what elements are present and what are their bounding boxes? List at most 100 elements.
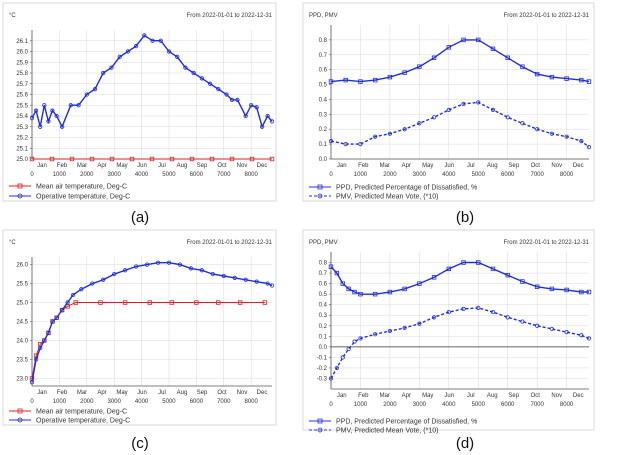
month-label: Jan <box>337 393 347 399</box>
data-point <box>42 103 47 108</box>
x-tick-label: 2000 <box>383 402 397 408</box>
data-point <box>520 279 525 284</box>
data-point <box>46 330 51 335</box>
month-label: Aug <box>487 393 498 399</box>
month-label: Apr <box>402 393 411 399</box>
data-point <box>232 275 237 280</box>
data-point <box>520 319 525 324</box>
unit-label: °C <box>9 240 16 246</box>
y-tick-label: 26.0 <box>16 263 28 269</box>
data-point <box>417 64 422 69</box>
data-point <box>229 97 235 102</box>
chart-panel-a: From 2022-01-01 to 2022-12-31 °C 25.0 25.1 2… <box>2 2 277 226</box>
month-label: Nov <box>551 163 562 169</box>
data-point <box>490 107 496 112</box>
month-label: Apr <box>97 390 106 396</box>
data-point <box>129 156 135 162</box>
month-label: Oct <box>531 393 541 399</box>
data-point <box>340 355 345 360</box>
series-line-2 <box>31 262 273 383</box>
data-point <box>149 156 155 162</box>
month-label: Mar <box>77 163 87 169</box>
data-point <box>221 273 226 279</box>
data-point <box>461 260 466 265</box>
data-point <box>123 268 128 273</box>
data-point <box>38 124 43 129</box>
data-point <box>194 300 199 305</box>
data-point <box>229 156 235 162</box>
month-label: Jan <box>37 390 47 396</box>
x-tick-label: 7000 <box>217 172 231 178</box>
data-point <box>476 305 481 310</box>
data-point <box>166 49 172 54</box>
data-point <box>334 270 340 276</box>
data-point <box>38 345 43 351</box>
month-label: May <box>422 163 433 169</box>
data-point <box>461 306 466 312</box>
month-label: Jun <box>444 163 454 169</box>
y-tick-label: 0.1 <box>319 142 328 148</box>
legend-marker <box>317 418 323 424</box>
month-label: Aug <box>177 390 188 396</box>
month-label: Aug <box>177 163 188 169</box>
data-point <box>134 44 139 49</box>
data-point <box>34 108 39 113</box>
data-point <box>446 266 452 272</box>
series-line-2 <box>330 307 590 379</box>
data-point <box>98 300 103 305</box>
y-tick-label: 0.2 <box>319 127 328 133</box>
data-point <box>262 300 268 305</box>
data-point <box>60 308 65 313</box>
data-point <box>417 321 422 326</box>
data-point <box>535 323 540 328</box>
month-label: Dec <box>573 393 584 399</box>
chart-title: From 2022-01-01 to 2022-12-31 <box>187 13 273 19</box>
legend-marker <box>317 427 323 433</box>
data-point <box>134 264 139 269</box>
data-point <box>549 131 554 136</box>
data-point <box>112 271 117 277</box>
y-tick-label: -0.2 <box>317 366 328 372</box>
data-point <box>505 272 510 278</box>
chart-title: From 2022-01-01 to 2022-12-31 <box>504 240 590 246</box>
data-point <box>490 309 496 315</box>
y-tick-label: 23.0 <box>16 376 28 382</box>
data-point <box>199 76 204 81</box>
data-point <box>534 71 540 77</box>
data-point <box>238 300 243 305</box>
data-point <box>265 281 270 286</box>
y-tick-label: 0.7 <box>319 271 328 277</box>
y-tick-label: 0.3 <box>319 112 328 118</box>
y-tick-label: 25.6 <box>16 93 28 99</box>
legend-label: PMV, Predicted Mean Vote, (*10) <box>336 428 438 435</box>
data-point <box>109 65 114 70</box>
month-label: Jun <box>137 163 147 169</box>
data-point <box>505 115 510 120</box>
data-point <box>265 113 270 119</box>
month-label: May <box>116 163 127 169</box>
legend-marker <box>17 183 23 189</box>
y-tick-label: 0.0 <box>319 157 328 163</box>
y-tick-label: 0.6 <box>319 282 328 288</box>
data-point <box>328 79 334 84</box>
data-point <box>431 315 437 320</box>
data-point <box>402 325 407 330</box>
x-tick-label: 0 <box>30 399 34 405</box>
unit-label: °C <box>9 13 16 19</box>
data-point <box>476 37 481 43</box>
y-tick-label: 25.0 <box>16 157 28 163</box>
data-point <box>216 300 221 305</box>
month-label: Jul <box>158 163 166 169</box>
panel-frame <box>2 229 277 426</box>
month-label: Oct <box>217 163 227 169</box>
x-tick-label: 4000 <box>135 399 149 405</box>
data-point <box>586 336 592 341</box>
data-point <box>269 156 275 162</box>
data-point <box>29 380 35 385</box>
x-tick-label: 8000 <box>244 399 258 405</box>
data-point <box>150 38 155 43</box>
data-point <box>169 156 175 162</box>
y-tick-label: 0.4 <box>319 303 328 309</box>
month-label: Sep <box>508 163 519 169</box>
